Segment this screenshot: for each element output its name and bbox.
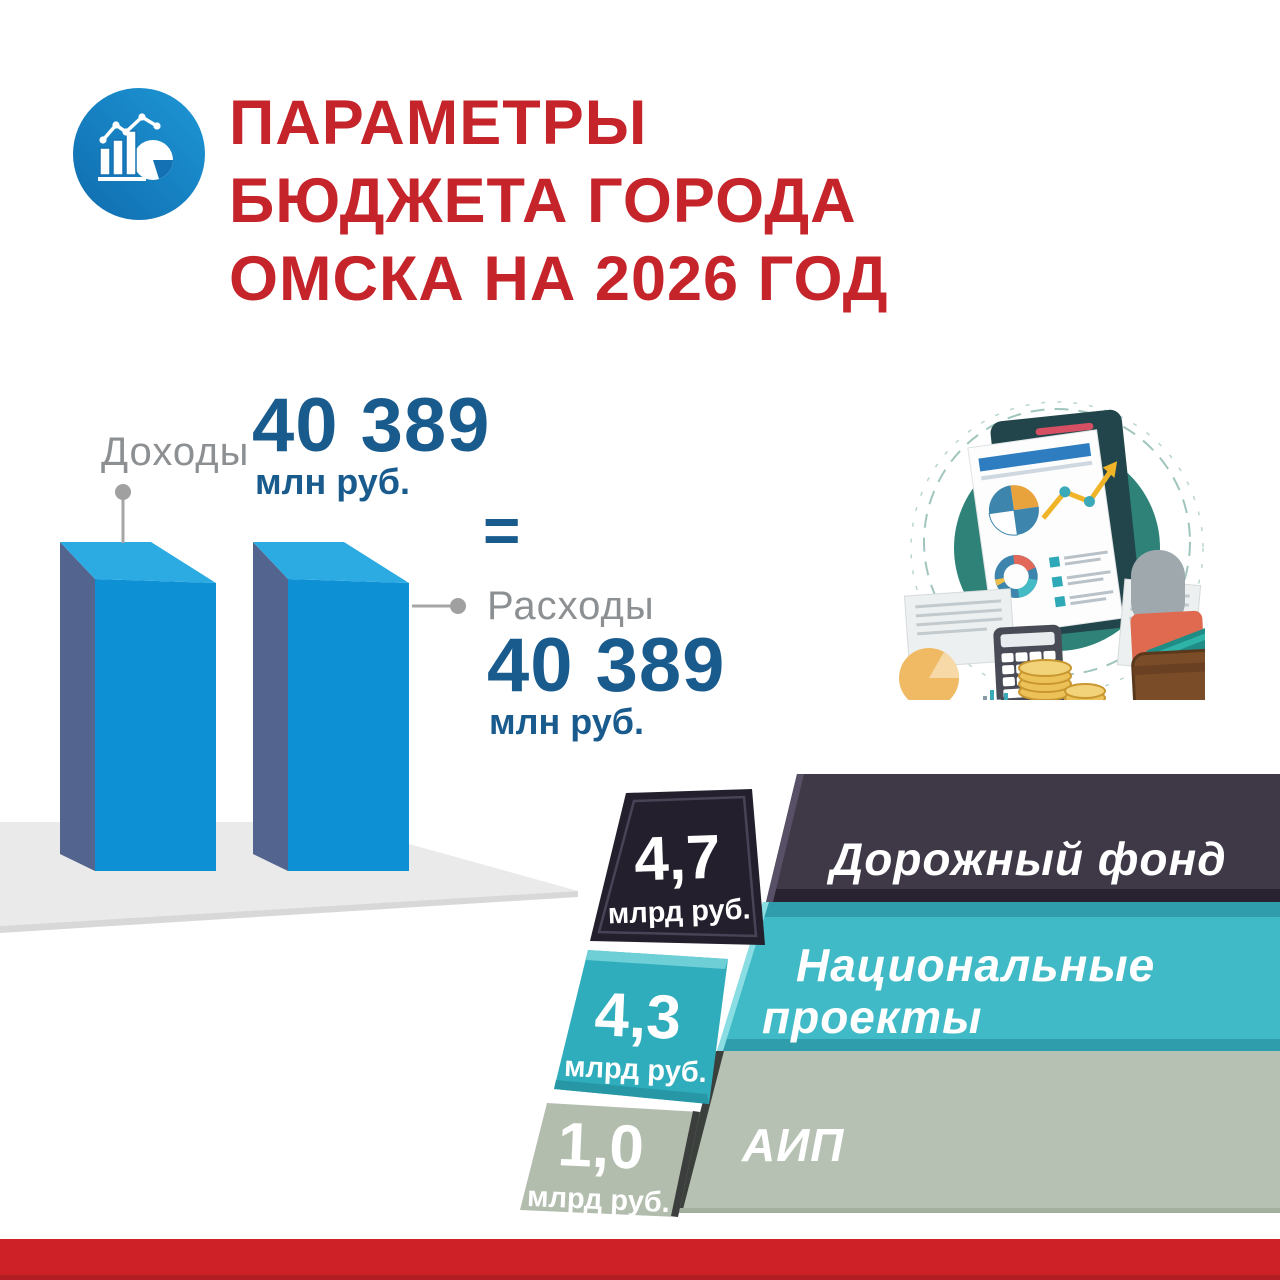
- aip-value-block: [520, 1103, 700, 1217]
- expense-bar: [253, 542, 409, 871]
- national-projects-unit: млрд руб.: [563, 1050, 708, 1090]
- equals-sign: =: [483, 494, 521, 566]
- allocation-row-value-block-text: 4,3 млрд руб.: [550, 980, 724, 1090]
- title-line-2: БЮДЖЕТА ГОРОДА: [229, 166, 857, 236]
- bottom-red-stripe: [0, 1239, 1280, 1275]
- expense-leader-line: [412, 598, 466, 614]
- income-leader-line: [115, 484, 131, 543]
- title-line-1: ПАРАМЕТРЫ: [229, 88, 648, 158]
- national-projects-label: Национальные проекты: [762, 939, 1156, 1043]
- road-fund-band: [766, 774, 1280, 902]
- aip-label: АИП: [742, 1119, 845, 1171]
- income-label: Доходы: [101, 430, 250, 474]
- expense-label: Расходы: [487, 584, 655, 628]
- bar-line-pie-chart-logo-icon: [73, 88, 205, 220]
- national-projects-value: 4,3: [593, 980, 683, 1053]
- page-title: ПАРАМЕТРЫ БЮДЖЕТА ГОРОДА ОМСКА НА 2026 Г…: [229, 84, 889, 318]
- allocation-row-value-block-text: 1,0 млрд руб.: [518, 1110, 682, 1220]
- finance-documents-illustration-icon: [899, 401, 1205, 700]
- aip-unit: млрд руб.: [526, 1180, 671, 1220]
- expense-value: 40 389: [487, 623, 726, 708]
- expense-unit: млн руб.: [489, 701, 645, 742]
- income-value: 40 389: [252, 383, 491, 468]
- income-unit: млн руб.: [255, 461, 411, 502]
- allocation-row-value-block-text: 4,7 млрд руб.: [596, 822, 759, 931]
- road-fund-value: 4,7: [633, 822, 722, 895]
- title-line-3: ОМСКА НА 2026 ГОД: [229, 244, 889, 314]
- road-fund-value-block: [590, 789, 765, 945]
- bottom-red-stripe-edge: [0, 1275, 1280, 1280]
- road-fund-unit: млрд руб.: [607, 893, 752, 931]
- aip-value: 1,0: [556, 1110, 646, 1183]
- national-projects-value-block: [554, 950, 728, 1104]
- floor-platform-edge: [0, 891, 578, 933]
- income-bar: [60, 542, 216, 871]
- road-fund-label: Дорожный фонд: [830, 833, 1227, 885]
